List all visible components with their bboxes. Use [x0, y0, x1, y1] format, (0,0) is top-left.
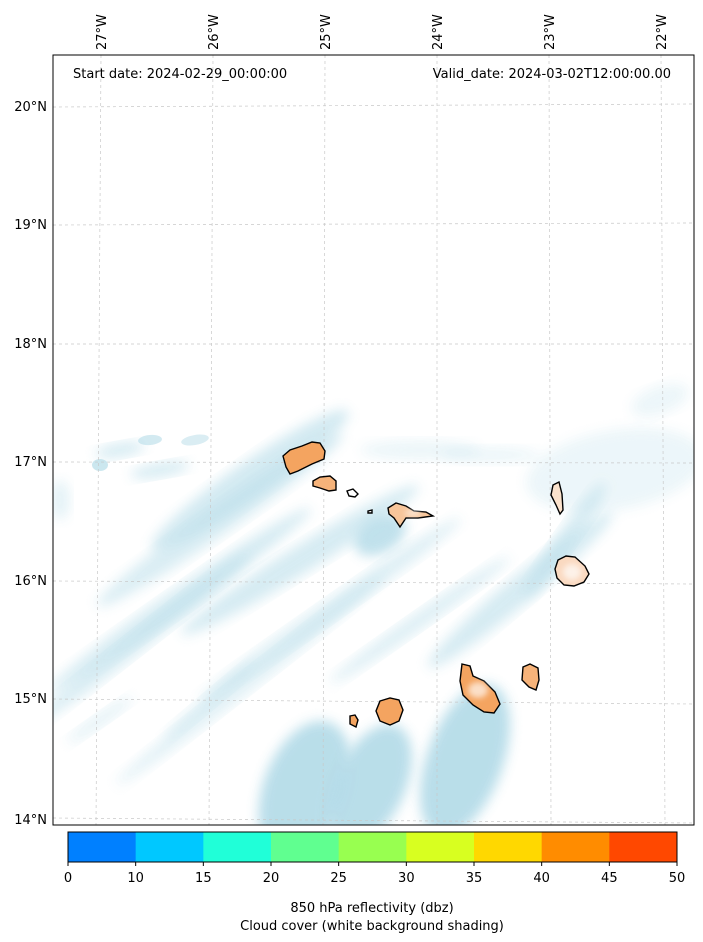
- cloud-streak: [96, 433, 344, 607]
- colorbar: 0 10 15 20 25 30 35 40 45 50 850 hPa reflectivity…: [64, 831, 686, 934]
- colorbar-label-line1: 850 hPa reflectivity (dbz): [290, 901, 453, 916]
- colorbar-tick-label: 40: [533, 871, 550, 886]
- valid-date-label: Valid_date: 2024-03-02T12:00:00.00: [433, 67, 671, 82]
- cloud-streak: [181, 434, 209, 446]
- cloud-streak: [181, 484, 419, 636]
- cloud-streak: [53, 480, 70, 520]
- island-santa-luzia: [346, 488, 359, 498]
- start-date-label: Start date: 2024-02-29_00:00:00: [73, 67, 287, 82]
- lon-label-25w: 25°W: [319, 14, 334, 50]
- cloud-streak: [440, 447, 540, 463]
- cloud-streak: [526, 427, 694, 513]
- lon-label-26w: 26°W: [207, 14, 222, 50]
- colorbar-segment: [541, 832, 610, 862]
- colorbar-tick-label: 0: [64, 871, 72, 886]
- colorbar-tick-label: 35: [466, 871, 483, 886]
- island-sal: [550, 480, 564, 516]
- island-maio: [521, 663, 540, 691]
- map-frame: [52, 54, 695, 826]
- colorbar-tick-label: 50: [669, 871, 686, 886]
- cloud-streak: [53, 553, 251, 727]
- lat-label-17n: 17°N: [14, 455, 47, 470]
- colorbar-segment: [609, 832, 678, 862]
- cloud-streak: [92, 459, 108, 471]
- latitude-labels: 20°N 19°N 18°N 17°N 16°N 15°N 14°N: [14, 100, 47, 828]
- cloud-streak: [130, 461, 190, 479]
- cloud-cover-shading: [53, 383, 694, 825]
- colorbar-tick-label: 25: [330, 871, 347, 886]
- lat-label-20n: 20°N: [14, 100, 47, 115]
- colorbar-label-line2: Cloud cover (white background shading): [240, 919, 504, 934]
- colorbar-frame: [67, 831, 678, 863]
- cloud-streak: [329, 556, 511, 684]
- colorbar-segment: [474, 832, 543, 862]
- colorbar-tick-label: 15: [195, 871, 212, 886]
- cloud-streak: [420, 683, 510, 825]
- lat-label-14n: 14°N: [14, 813, 47, 828]
- colorbar-segment: [271, 832, 340, 862]
- cloud-streak: [95, 441, 145, 459]
- cloud-streak: [328, 724, 412, 825]
- gridlines: [53, 55, 694, 825]
- colorbar-segment: [406, 832, 475, 862]
- island-brava: [349, 714, 359, 729]
- lat-label-16n: 16°N: [14, 574, 47, 589]
- cloud-streak: [151, 409, 349, 551]
- lat-label-19n: 19°N: [14, 218, 47, 233]
- colorbar-tick-label: 30: [398, 871, 415, 886]
- island-santo-antao: [282, 441, 326, 475]
- colorbar-segment: [68, 832, 137, 862]
- lon-label-24w: 24°W: [431, 14, 446, 50]
- lat-label-15n: 15°N: [14, 692, 47, 707]
- cloud-streak: [631, 383, 689, 417]
- longitude-labels: 27°W 26°W 25°W 24°W 23°W 22°W: [95, 14, 670, 50]
- colorbar-segment: [135, 832, 204, 862]
- island-sao-vicente: [312, 475, 337, 492]
- colorbar-segment: [338, 832, 407, 862]
- lon-label-27w: 27°W: [95, 14, 110, 50]
- colorbar-segment: [203, 832, 272, 862]
- cloud-streak: [67, 696, 133, 744]
- lon-label-22w: 22°W: [655, 14, 670, 50]
- colorbar-tick-label: 45: [601, 871, 618, 886]
- lat-label-18n: 18°N: [14, 337, 47, 352]
- island-fogo: [375, 697, 404, 726]
- island-branco: [367, 509, 373, 514]
- cloud-streak: [138, 434, 162, 446]
- cloud-streak: [115, 575, 385, 785]
- lon-label-23w: 23°W: [543, 14, 558, 50]
- colorbar-tick-label: 20: [263, 871, 280, 886]
- colorbar-tick-label: 10: [127, 871, 144, 886]
